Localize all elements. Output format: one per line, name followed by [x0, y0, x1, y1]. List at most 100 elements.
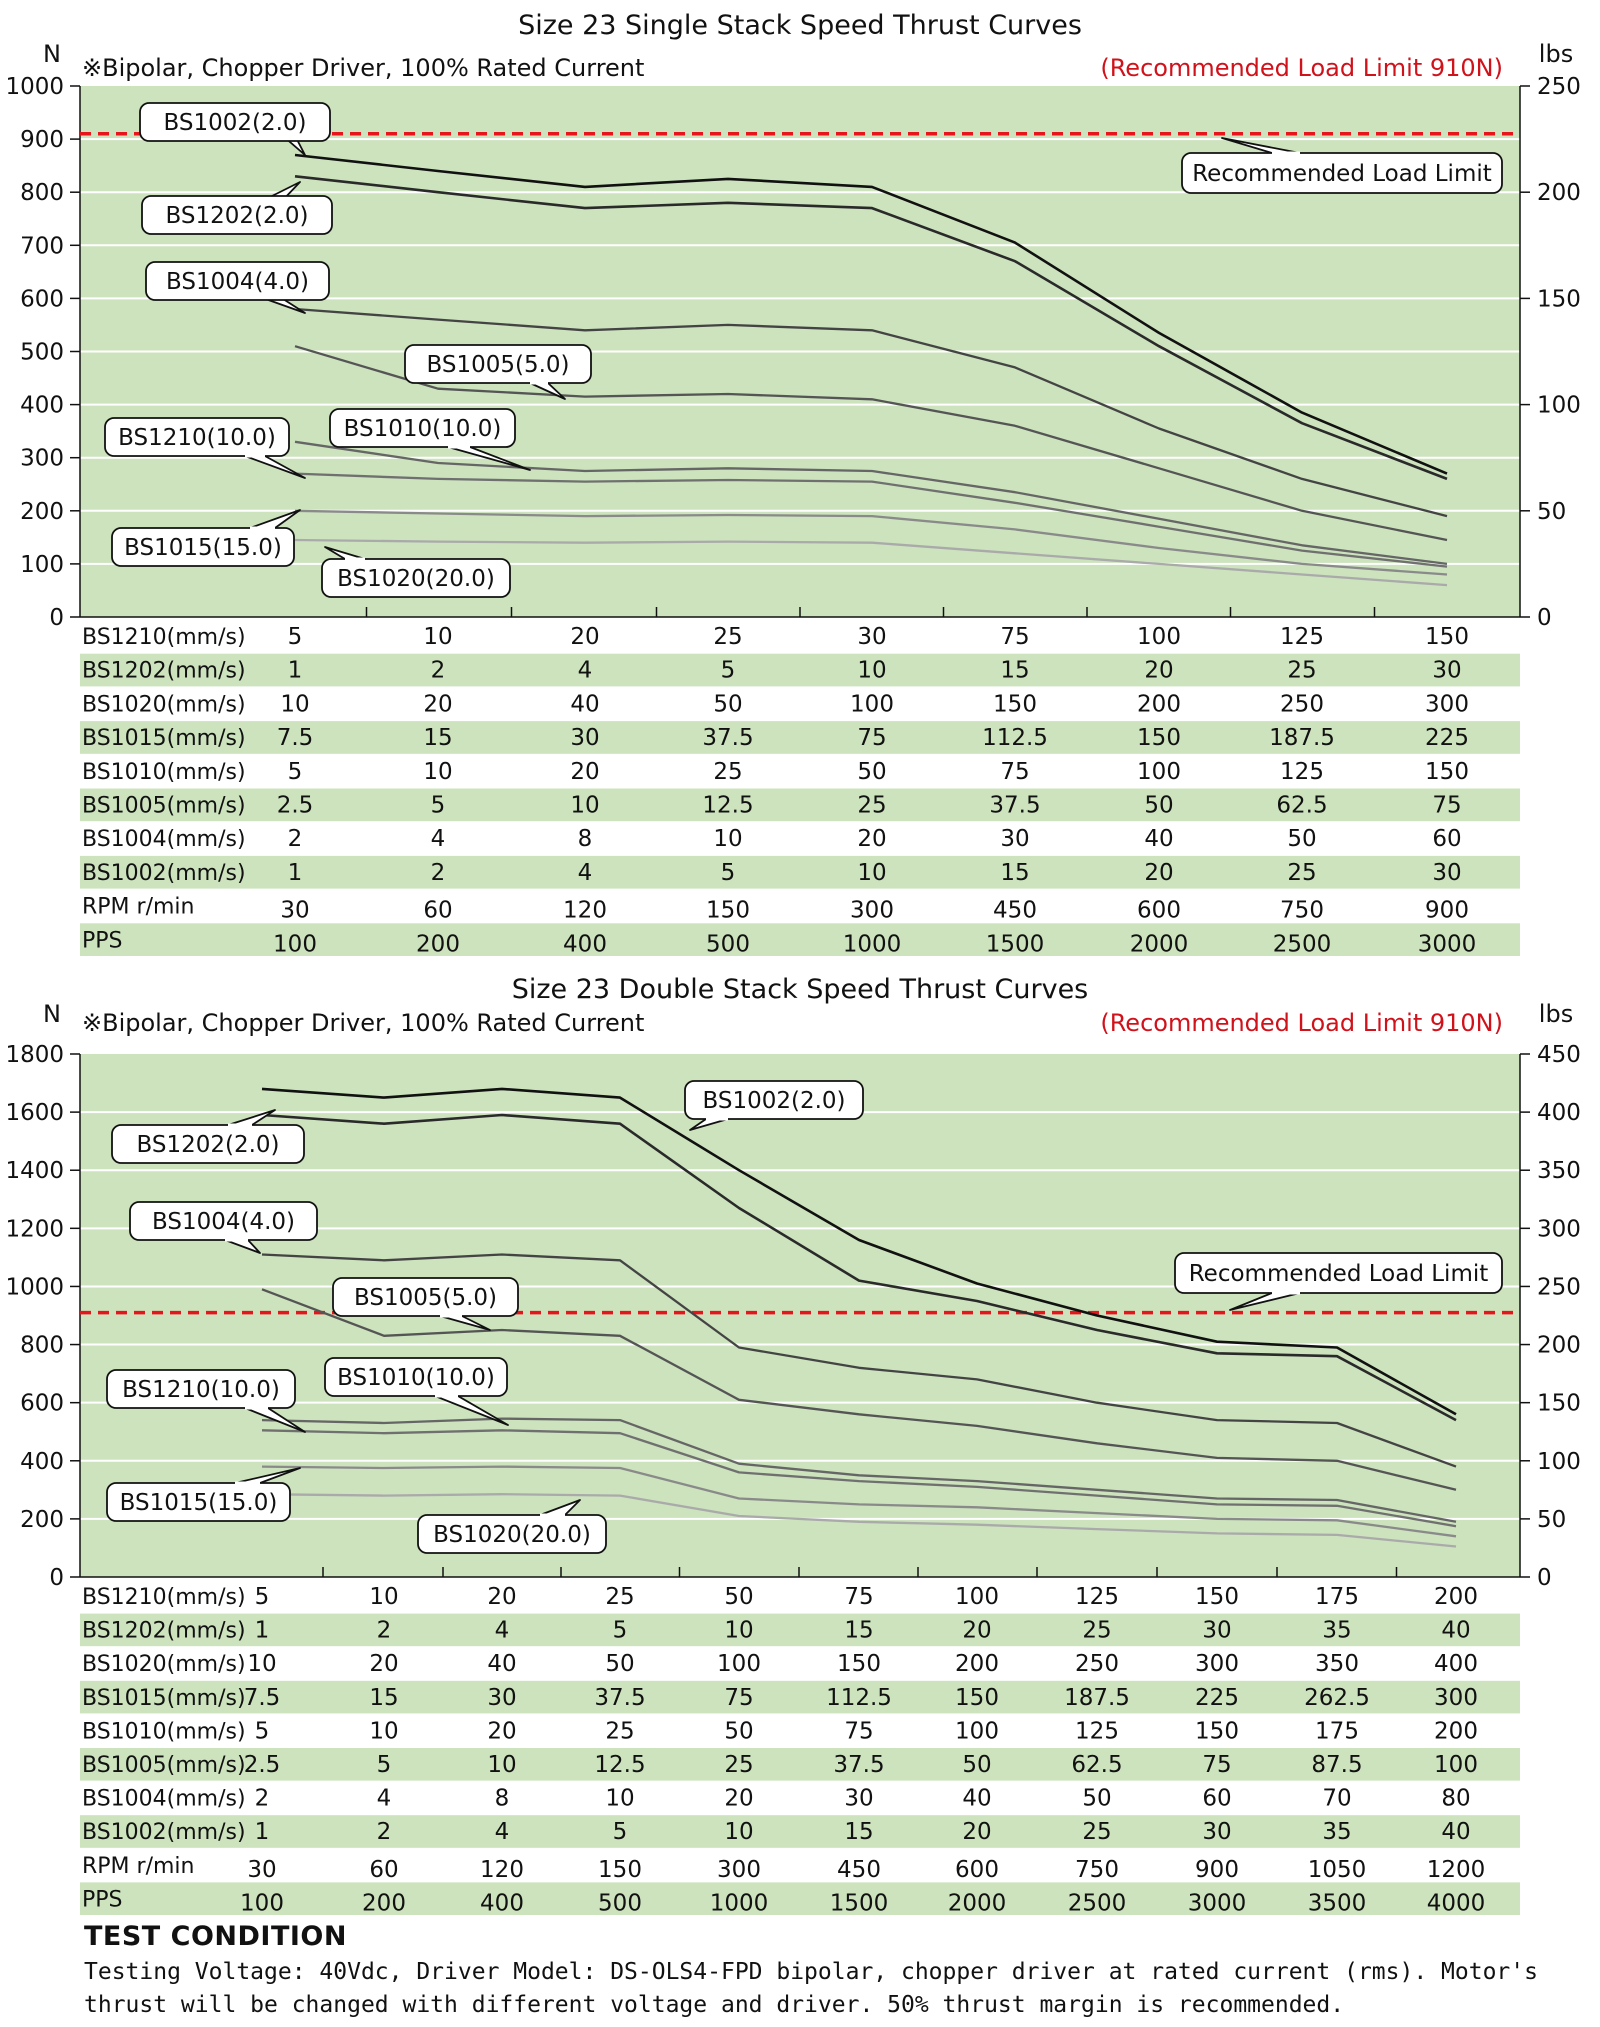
- right-tick-label: 300: [1537, 1216, 1581, 1242]
- table-cell: 4: [431, 826, 446, 852]
- table-cell: 100: [955, 1584, 999, 1610]
- table-cell: 10: [570, 793, 599, 819]
- table-cell: 5: [721, 658, 736, 684]
- series-label-bs100440-box: [129, 1201, 318, 1241]
- table-cell: 8: [495, 1786, 510, 1812]
- table-row-band: [80, 1882, 1520, 1915]
- table-row-label: BS1210(mm/s): [82, 625, 246, 650]
- table-cell: 10: [369, 1584, 398, 1610]
- left-tick-label: 600: [20, 286, 64, 312]
- series-label-bs1015150-label: BS1015(15.0): [124, 535, 282, 561]
- left-tick-label: 400: [20, 393, 64, 419]
- table-cell: 15: [423, 725, 452, 751]
- table-cell: 2: [377, 1618, 392, 1644]
- table-cell: 500: [706, 931, 750, 957]
- table-cell: 25: [605, 1584, 634, 1610]
- table-row: RPM r/min 30 60 120 150 300 450 600 750 900 1050 12…: [82, 1854, 1485, 1883]
- table-cell: 25: [1287, 860, 1316, 886]
- right-tick-label: 100: [1537, 393, 1581, 419]
- load-limit-label: Recommended Load Limit: [1181, 137, 1503, 194]
- table-cell: 750: [1280, 898, 1324, 924]
- series-label-bs120220: BS1202(2.0): [111, 1109, 305, 1164]
- table-cell: 300: [1425, 691, 1469, 717]
- table-cell: 150: [598, 1857, 642, 1883]
- table-cell: 40: [1441, 1819, 1470, 1845]
- table-cell: 150: [1425, 759, 1469, 785]
- table-cell: 62.5: [1071, 1752, 1122, 1778]
- table-cell: 1: [288, 860, 303, 886]
- table-cell: 200: [362, 1890, 406, 1916]
- chart-title: Size 23 Single Stack Speed Thrust Curves: [518, 10, 1082, 41]
- table-cell: 25: [1082, 1618, 1111, 1644]
- right-tick-label: 150: [1537, 286, 1581, 312]
- limit-note: (Recommended Load Limit 910N): [1100, 54, 1503, 82]
- right-unit: lbs: [1539, 1000, 1573, 1028]
- table-cell: 50: [1082, 1786, 1111, 1812]
- table-cell: 900: [1425, 898, 1469, 924]
- table-row: BS1010(mm/s) 5 10 20 25 50 75 100 125 150 175 200: [82, 1718, 1478, 1744]
- series-label-bs1210100: BS1210(10.0): [106, 1369, 306, 1433]
- series-line-bs1010100: [261, 1417, 1457, 1523]
- table-cell: 225: [1425, 725, 1469, 751]
- series-line-bs1020200: [294, 538, 1448, 587]
- series-line-bs120220: [261, 1113, 1457, 1422]
- left-tick-label: 200: [20, 499, 64, 525]
- series-line-bs120220: [294, 175, 1448, 481]
- table-cell: 40: [962, 1786, 991, 1812]
- left-tick-label: 1400: [5, 1158, 64, 1184]
- table-row-label: BS1005(mm/s): [82, 1753, 246, 1778]
- table-cell: 150: [993, 691, 1037, 717]
- load-limit-label-label: Recommended Load Limit: [1189, 1261, 1489, 1287]
- table-cell: 200: [416, 931, 460, 957]
- table-cell: 20: [857, 826, 886, 852]
- series-line-bs1015150: [294, 509, 1448, 576]
- table-cell: 112.5: [982, 725, 1048, 751]
- table-cell: 100: [240, 1890, 284, 1916]
- series-label-bs120220-label: BS1202(2.0): [136, 1132, 279, 1158]
- series-label-bs1020200-label: BS1020(20.0): [337, 566, 495, 592]
- table-cell: 10: [247, 1651, 276, 1677]
- series-label-bs100220-pointer: [689, 1118, 729, 1131]
- table-cell: 1500: [986, 931, 1045, 957]
- series-label-bs1015150-pointer: [234, 1467, 301, 1484]
- table-cell: 50: [724, 1584, 753, 1610]
- table-cell: 300: [1195, 1651, 1239, 1677]
- table-cell: 8: [578, 826, 593, 852]
- table-cell: 100: [1434, 1752, 1478, 1778]
- table-cell: 2: [431, 658, 446, 684]
- table-cell: 120: [480, 1857, 524, 1883]
- series-label-bs100550-box: [404, 344, 592, 384]
- table-cell: 10: [423, 624, 452, 650]
- table-cell: 40: [1144, 826, 1173, 852]
- table-row: BS1202(mm/s) 1 2 4 5 10 15 20 25 30 35 40: [80, 1613, 1520, 1647]
- table-row-label: BS1202(mm/s): [82, 659, 246, 684]
- table-cell: 250: [1075, 1651, 1119, 1677]
- table-row-label: BS1004(mm/s): [82, 1787, 246, 1812]
- table-row-label: BS1002(mm/s): [82, 1820, 246, 1845]
- series-label-bs1210100-label: BS1210(10.0): [122, 1377, 280, 1403]
- table-cell: 5: [255, 1584, 270, 1610]
- right-unit: lbs: [1539, 40, 1573, 68]
- table-cell: 75: [1202, 1752, 1231, 1778]
- table-cell: 20: [570, 624, 599, 650]
- table-cell: 62.5: [1276, 793, 1327, 819]
- series-label-bs100550-pointer: [439, 1315, 491, 1331]
- table-cell: 100: [850, 691, 894, 717]
- series-label-bs120220-pointer: [227, 1109, 276, 1126]
- series-line-bs1020200: [261, 1493, 1457, 1548]
- table-cell: 1: [255, 1618, 270, 1644]
- table-row: BS1020(mm/s) 10 20 40 50 100 150 200 250 300: [82, 691, 1469, 717]
- table-cell: 12.5: [594, 1752, 645, 1778]
- table-cell: 30: [857, 624, 886, 650]
- table-cell: 37.5: [594, 1685, 645, 1711]
- table-cell: 2: [431, 860, 446, 886]
- table-cell: 3500: [1308, 1890, 1367, 1916]
- table-row: BS1015(mm/s)7.5 15 30 37.5 75 112.5 150 187.5 22…: [80, 1680, 1520, 1714]
- table-row-label: PPS: [82, 1887, 123, 1912]
- left-tick-label: 1200: [5, 1216, 64, 1242]
- table-cell: 25: [724, 1752, 753, 1778]
- table-cell: 1500: [830, 1890, 889, 1916]
- table-cell: 60: [1432, 826, 1461, 852]
- table-cell: 50: [605, 1651, 634, 1677]
